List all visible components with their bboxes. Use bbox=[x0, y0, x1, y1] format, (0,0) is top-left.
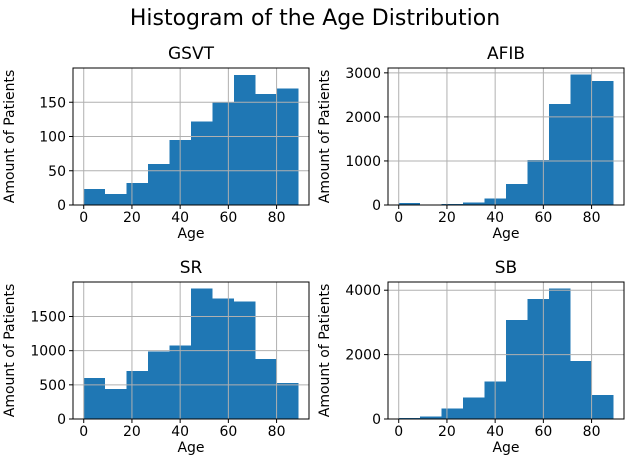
x-tick-label: 20 bbox=[123, 210, 141, 226]
figure-title: Histogram of the Age Distribution bbox=[129, 6, 501, 31]
histogram-bar bbox=[105, 194, 127, 205]
x-tick-label: 60 bbox=[534, 424, 552, 440]
x-tick-label: 40 bbox=[171, 424, 189, 440]
y-tick-label: 0 bbox=[57, 198, 66, 214]
x-tick-label: 0 bbox=[79, 210, 88, 226]
histogram-bar bbox=[463, 202, 485, 205]
x-tick-label: 40 bbox=[171, 210, 189, 226]
histogram-bar bbox=[420, 416, 442, 419]
y-tick-label: 3000 bbox=[345, 66, 381, 82]
histogram-bar bbox=[105, 388, 127, 419]
x-tick-label: 80 bbox=[583, 210, 601, 226]
histogram-bar bbox=[548, 104, 571, 205]
histogram-bar bbox=[276, 383, 299, 419]
x-tick-label: 40 bbox=[486, 210, 504, 226]
histogram-bar bbox=[398, 203, 421, 205]
histogram-bar bbox=[233, 74, 256, 205]
subplot-title: AFIB bbox=[487, 44, 525, 64]
histogram-bar bbox=[191, 288, 213, 419]
histogram-bar bbox=[463, 397, 485, 419]
histogram-bar bbox=[276, 88, 299, 205]
subplot-title: GSVT bbox=[168, 44, 215, 64]
x-tick-label: 60 bbox=[219, 210, 237, 226]
histogram-bar bbox=[591, 394, 614, 419]
x-tick-label: 20 bbox=[123, 424, 141, 440]
histogram-gsvt: 0 20 40 60 80 0 50 100 150 GSVT Age Amount of Patie… bbox=[2, 44, 310, 242]
histogram-bar bbox=[255, 94, 277, 205]
y-axis-label: Amount of Patients bbox=[317, 70, 333, 203]
y-tick-label: 500 bbox=[39, 378, 66, 394]
histogram-bar bbox=[441, 408, 464, 419]
y-tick-label: 2000 bbox=[345, 348, 381, 364]
x-tick-label: 20 bbox=[438, 210, 456, 226]
histogram-bar bbox=[191, 121, 213, 205]
histogram-bar bbox=[148, 163, 170, 205]
histogram-bar bbox=[506, 319, 528, 419]
histogram-bar bbox=[212, 102, 234, 205]
histogram-bar bbox=[591, 80, 614, 205]
histogram-sr: 0 20 40 60 80 0 500 1000 1500 SR Age Amount of Pati… bbox=[2, 258, 310, 456]
histogram-bar bbox=[527, 160, 549, 205]
histogram-bar bbox=[570, 361, 592, 419]
histogram-bar bbox=[441, 203, 464, 205]
x-tick-label: 40 bbox=[486, 424, 504, 440]
x-tick-label: 60 bbox=[534, 210, 552, 226]
y-tick-label: 100 bbox=[39, 130, 66, 146]
subplot-title: SR bbox=[180, 258, 203, 278]
histogram-afib: 0 20 40 60 80 0 1000 2000 3000 AFIB Age Amount of P… bbox=[317, 44, 625, 242]
histogram-bar bbox=[83, 189, 106, 205]
x-axis-label: Age bbox=[492, 440, 519, 456]
histogram-bar bbox=[506, 184, 528, 205]
y-tick-label: 0 bbox=[372, 198, 381, 214]
y-axis-label: Amount of Patients bbox=[317, 284, 333, 417]
y-tick-label: 0 bbox=[372, 412, 381, 428]
y-tick-label: 1000 bbox=[30, 344, 66, 360]
axes-frame bbox=[387, 281, 625, 420]
y-tick-label: 1000 bbox=[345, 154, 381, 170]
y-axis-label: Amount of Patients bbox=[2, 70, 18, 203]
histogram-bar bbox=[126, 183, 149, 205]
subplot-title: SB bbox=[495, 258, 517, 278]
y-axis-label: Amount of Patients bbox=[2, 284, 18, 417]
histogram-sb: 0 20 40 60 80 0 2000 4000 SB Age Amount of Patient… bbox=[317, 258, 625, 456]
histogram-bar bbox=[570, 74, 592, 205]
y-tick-label: 50 bbox=[48, 164, 66, 180]
x-tick-label: 80 bbox=[583, 424, 601, 440]
axes-frame bbox=[387, 67, 625, 206]
y-tick-label: 1500 bbox=[30, 310, 66, 326]
x-tick-label: 60 bbox=[219, 424, 237, 440]
x-axis-label: Age bbox=[177, 440, 204, 456]
y-tick-label: 0 bbox=[57, 412, 66, 428]
histogram-bar bbox=[527, 298, 549, 419]
x-tick-label: 80 bbox=[268, 210, 286, 226]
histogram-bar bbox=[548, 288, 571, 419]
x-axis-label: Age bbox=[177, 226, 204, 242]
x-tick-label: 20 bbox=[438, 424, 456, 440]
histogram-bar bbox=[233, 301, 256, 419]
histogram-bar bbox=[255, 359, 277, 419]
x-tick-label: 0 bbox=[79, 424, 88, 440]
x-axis-label: Age bbox=[492, 226, 519, 242]
x-tick-label: 80 bbox=[268, 424, 286, 440]
x-tick-label: 0 bbox=[394, 424, 403, 440]
histogram-bar bbox=[126, 371, 149, 419]
histogram-bar bbox=[83, 378, 106, 419]
y-tick-label: 4000 bbox=[345, 283, 381, 299]
y-tick-label: 2000 bbox=[345, 110, 381, 126]
y-tick-label: 150 bbox=[39, 95, 66, 111]
x-tick-label: 0 bbox=[394, 210, 403, 226]
